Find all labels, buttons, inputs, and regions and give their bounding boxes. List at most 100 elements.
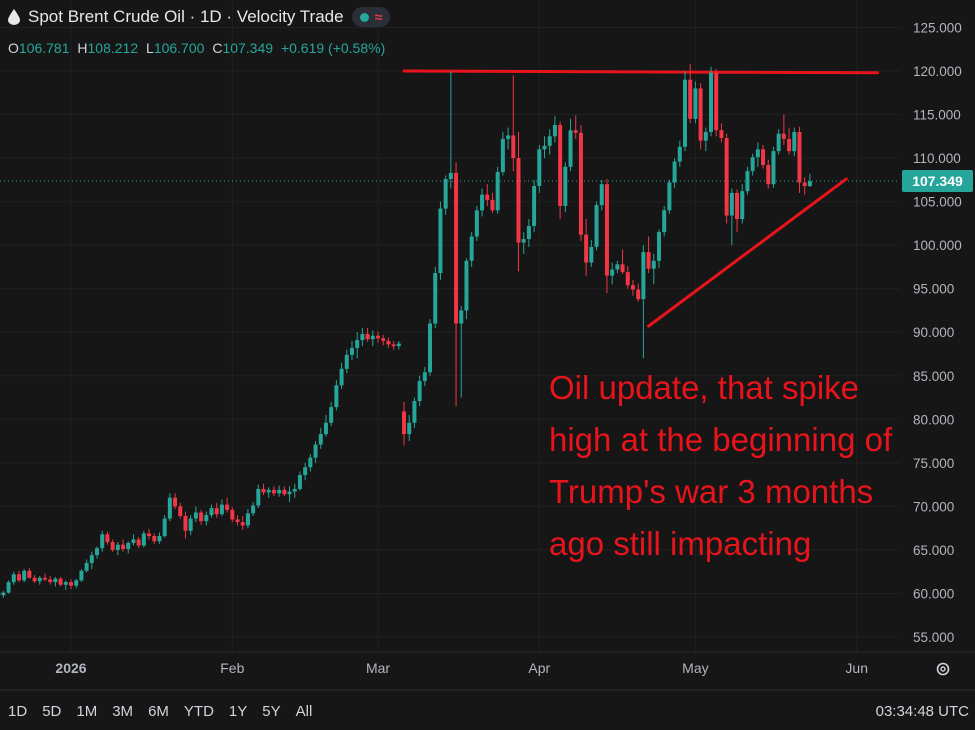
x-tick-label: May (682, 660, 708, 676)
candle-body (69, 582, 73, 586)
candle-body (370, 335, 375, 340)
candle-body (240, 522, 245, 526)
candle-body (256, 488, 261, 506)
utc-clock: 03:34:48 UTC (875, 703, 969, 720)
candle-body (412, 401, 417, 423)
candle-body (16, 574, 21, 581)
candle-body (334, 385, 339, 408)
open-label: O (8, 40, 19, 56)
candle-body (376, 335, 380, 339)
y-tick-label: 115.000 (913, 108, 961, 123)
last-price-tag: 107.349 (902, 170, 973, 193)
candle-body (1, 592, 6, 596)
candle-body (604, 184, 609, 276)
candle-body (719, 130, 724, 139)
candle-body (532, 185, 537, 226)
candle-body (386, 340, 391, 345)
range-button-5d[interactable]: 5D (42, 703, 62, 720)
y-tick-label: 75.000 (913, 456, 954, 471)
candle-body (188, 518, 193, 531)
annotation-text: Oil update, that spike high at the begin… (549, 369, 893, 562)
data-status-pill[interactable]: ≈ (351, 7, 391, 27)
candle-body (6, 582, 11, 593)
candle-body (698, 88, 703, 141)
candle-body (735, 192, 740, 220)
candle-body (84, 562, 89, 571)
x-tick-label: Jun (845, 660, 868, 676)
candle-body (402, 411, 407, 435)
range-button-6m[interactable]: 6M (148, 703, 169, 720)
candle-body (485, 194, 490, 200)
x-tick-label: 2026 (55, 660, 86, 676)
open-value: 106.781 (18, 40, 70, 56)
candle-body (251, 505, 256, 514)
candle-body (318, 434, 323, 445)
candle-body (594, 205, 599, 247)
trendlines (402, 69, 880, 328)
range-button-3m[interactable]: 3M (112, 703, 134, 720)
y-tick-label: 80.000 (913, 412, 954, 427)
candle-body (662, 210, 667, 233)
candle-body (625, 272, 630, 286)
candle-body (636, 289, 641, 300)
candle-body (428, 323, 433, 373)
candle-body (230, 509, 235, 520)
candle-body (115, 544, 120, 550)
time-axis: 2026 Feb Mar Apr May Jun (55, 660, 868, 676)
candle-body (110, 542, 115, 550)
candle-body (74, 580, 79, 586)
candle-body (63, 582, 68, 585)
candle-body (709, 72, 714, 132)
candle-body (469, 236, 474, 261)
x-tick-label: Apr (528, 660, 550, 676)
candle-body (578, 132, 583, 235)
oil-drop-icon (8, 9, 20, 25)
candle-body (396, 343, 401, 347)
candle-body (807, 181, 812, 187)
y-tick-label: 125.000 (913, 20, 962, 35)
candle-body (178, 506, 183, 516)
candle-body (547, 136, 552, 146)
candle-body (360, 333, 365, 341)
candle-body (381, 338, 386, 341)
candle-body (344, 354, 349, 369)
candle-body (610, 269, 615, 276)
candle-body (500, 138, 505, 173)
y-tick-label: 65.000 (913, 543, 954, 558)
candle-body (802, 182, 807, 186)
candle-body (761, 149, 766, 166)
candle-body (313, 444, 318, 458)
range-button-5y[interactable]: 5Y (262, 703, 281, 720)
candle-body (511, 135, 516, 159)
chart-grid (0, 180, 975, 691)
range-button-1d[interactable]: 1D (8, 703, 28, 720)
candle-body (526, 225, 531, 240)
candle-body (443, 178, 448, 209)
market-status-dot (359, 12, 369, 22)
candle-body (261, 488, 266, 493)
candle-body (755, 149, 760, 158)
candle-body (355, 340, 360, 348)
candle-body (480, 194, 485, 211)
y-tick-label: 70.000 (913, 499, 954, 514)
candle-body (32, 577, 37, 582)
candle-body (22, 570, 27, 581)
candle-body (620, 264, 625, 273)
trendline-support (647, 177, 848, 328)
low-value: 106.700 (153, 40, 205, 56)
range-button-1m[interactable]: 1M (76, 703, 98, 720)
candle-body (245, 513, 250, 526)
range-button-all[interactable]: All (295, 703, 313, 720)
range-button-1y[interactable]: 1Y (228, 703, 248, 720)
candle-body (537, 149, 542, 186)
candle-body (766, 165, 771, 185)
candle-body (459, 310, 464, 324)
y-tick-label: 120.000 (913, 64, 962, 79)
settings-gear-icon[interactable] (935, 661, 951, 677)
candles (0, 64, 812, 598)
candle-body (147, 533, 152, 536)
high-value: 108.212 (87, 40, 139, 56)
range-button-ytd[interactable]: YTD (183, 703, 214, 720)
candle-body (589, 246, 594, 263)
